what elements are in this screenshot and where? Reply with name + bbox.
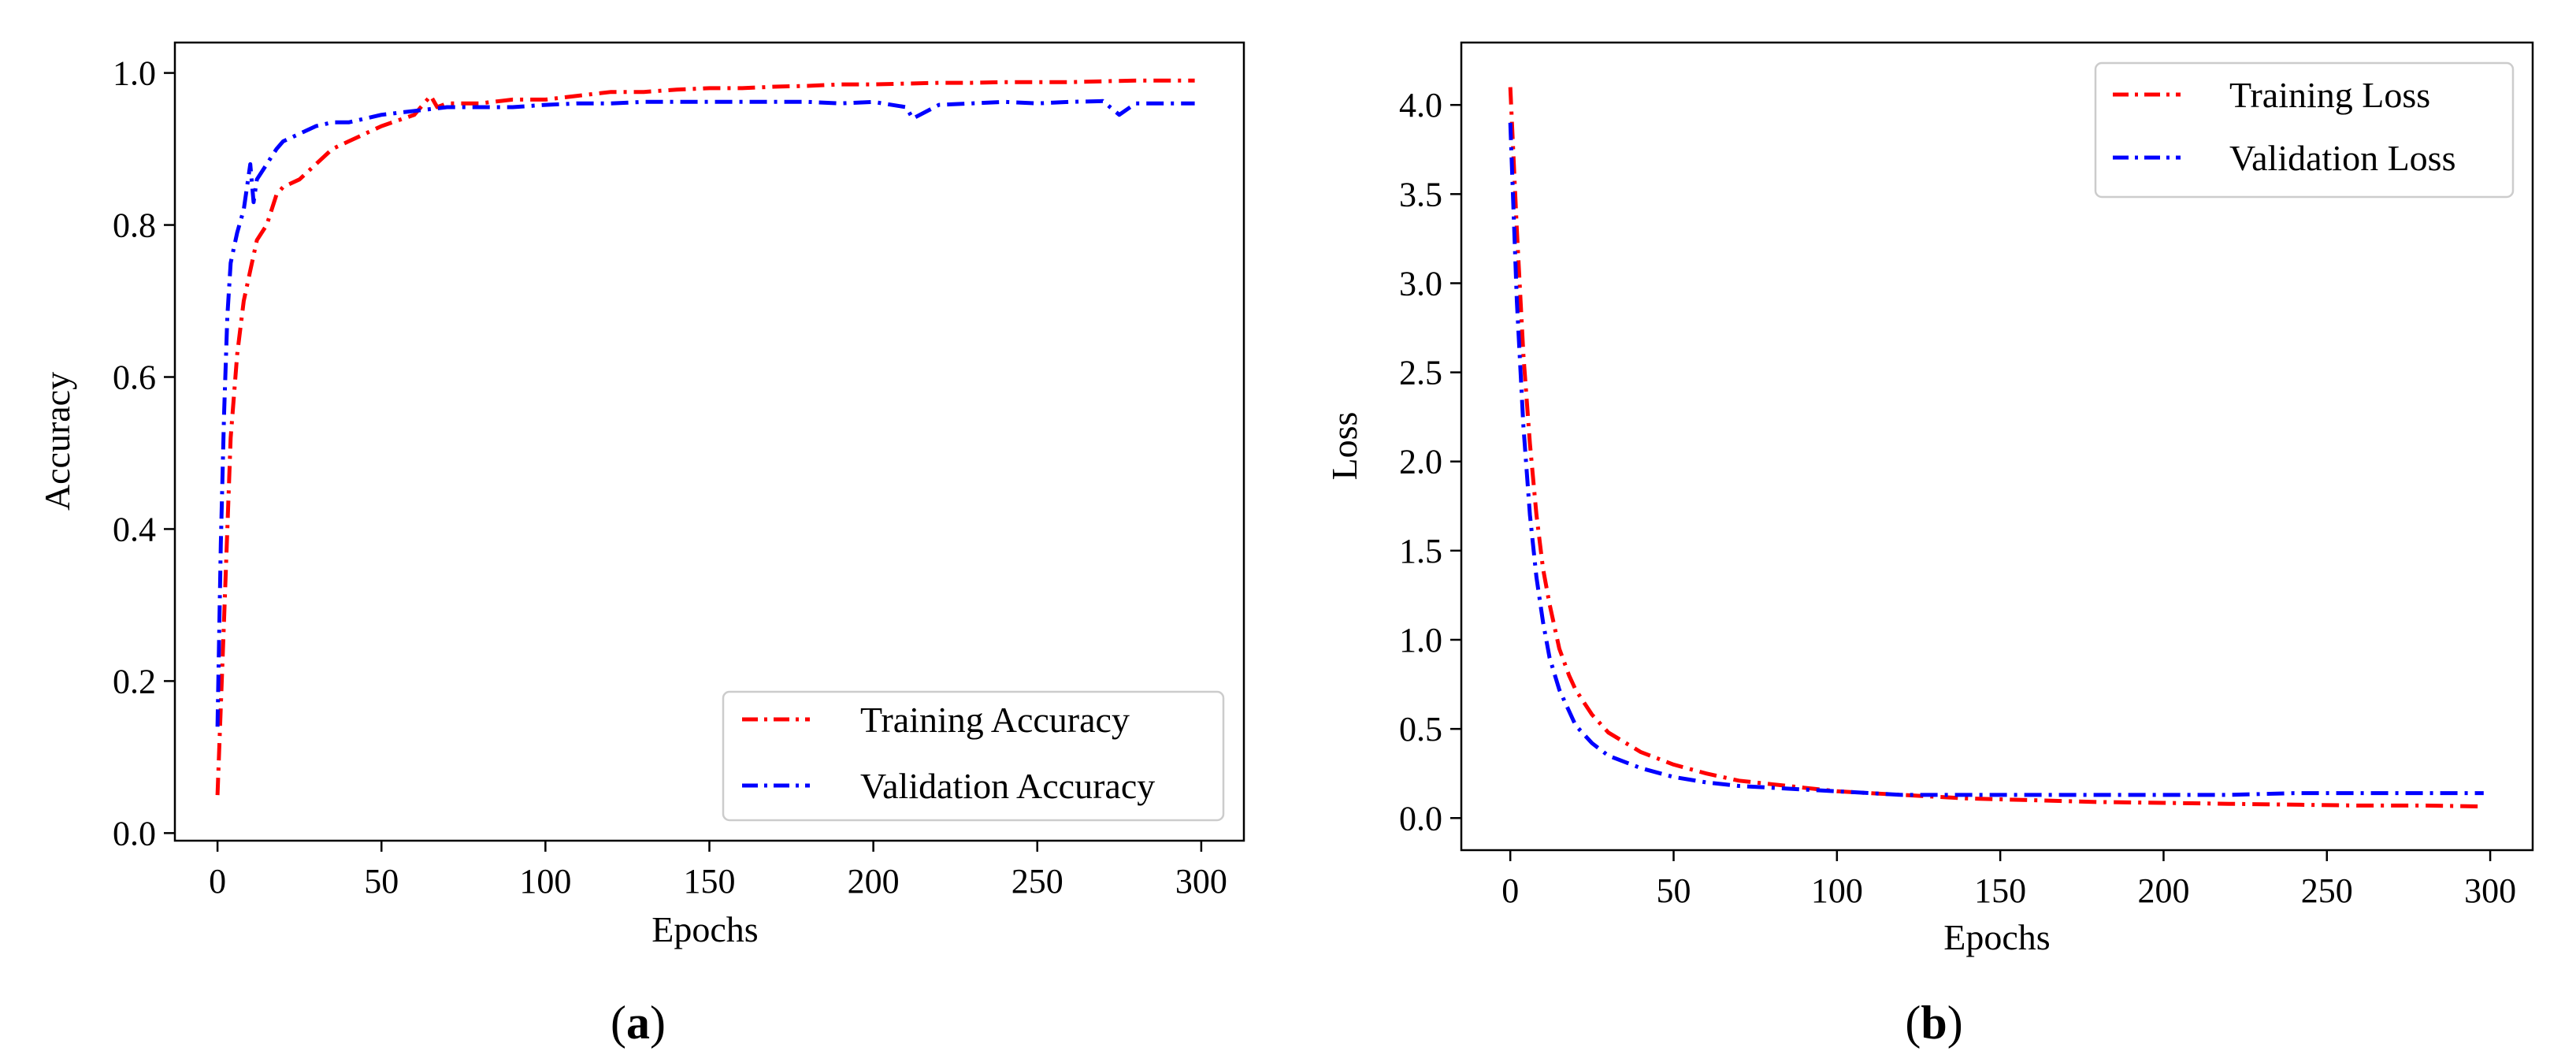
chart-b-ytick-label: 2.0: [1399, 443, 1442, 481]
chart-a-xtick-label: 250: [1011, 862, 1063, 901]
chart-b: 0 50 100 150 200 250 300 0.0 0.5 1.0 1.5…: [1324, 41, 2534, 1049]
chart-b-frame: [1460, 41, 2534, 852]
chart-b-series-training-loss-line: [1508, 87, 2484, 809]
chart-b-xticks: 0 50 100 150 200 250 300: [1501, 850, 2516, 910]
chart-a-xtick-label: 0: [209, 862, 226, 901]
chart-b-xtick-label: 0: [1501, 871, 1519, 910]
chart-a-legend-label-validation: Validation Accuracy: [860, 766, 1155, 806]
chart-b-ytick-label: 0.0: [1399, 799, 1442, 838]
chart-a-legend-box: [722, 690, 1225, 822]
chart-b-ytick-label: 3.0: [1399, 264, 1442, 303]
chart-b-xtick-label: 100: [1811, 871, 1863, 910]
chart-a-yticks: 0.0 0.2 0.4 0.6 0.8 1.0: [113, 54, 175, 853]
chart-b-xtick-label: 200: [2137, 871, 2189, 910]
chart-a-ytick-label: 0.6: [113, 358, 156, 396]
chart-b-xtick-label: 50: [1657, 871, 1691, 910]
chart-b-caption-close: ): [1947, 997, 1963, 1049]
chart-a-ytick-label: 0.8: [113, 206, 156, 245]
chart-a-ytick-label: 0.4: [113, 510, 156, 548]
chart-b-legend-box: [2094, 61, 2515, 199]
chart-b-legend: Training Loss Validation Loss: [2094, 61, 2515, 199]
chart-a-xtick-label: 300: [1175, 862, 1227, 901]
chart-b-xlabel: Epochs: [1943, 917, 2050, 957]
chart-b-ytick-label: 1.0: [1399, 621, 1442, 659]
chart-b-xtick-label: 250: [2301, 871, 2353, 910]
chart-b-legend-label-training: Training Loss: [2229, 75, 2430, 115]
chart-b-xtick-label: 300: [2464, 871, 2516, 910]
chart-b-ytick-label: 4.0: [1399, 86, 1442, 124]
chart-b-ylabel: Loss: [1324, 412, 1364, 481]
chart-b-caption-letter: b: [1921, 997, 1947, 1049]
chart-a-caption-letter: a: [626, 997, 650, 1049]
chart-a-caption: (a): [611, 997, 666, 1049]
chart-a-xtick-label: 150: [684, 862, 736, 901]
chart-a-ytick-label: 0.2: [113, 662, 156, 700]
chart-b-yticks: 0.0 0.5 1.0 1.5 2.0 2.5 3.0 3.5 4.0: [1399, 86, 1461, 838]
chart-b-legend-label-validation: Validation Loss: [2229, 138, 2455, 178]
chart-a-caption-close: ): [650, 997, 666, 1049]
chart-a-legend: Training Accuracy Validation Accuracy: [722, 690, 1225, 822]
chart-a-series-validation-accuracy-line: [215, 98, 1195, 727]
chart-b-caption: (b): [1905, 997, 1962, 1049]
chart-a-xtick-label: 200: [848, 862, 900, 901]
chart-b-series-validation-loss-line: [1508, 122, 2484, 797]
chart-a-series-training-accuracy-line: [215, 78, 1195, 796]
chart-b-ytick-label: 2.5: [1399, 354, 1442, 392]
chart-a-xtick-label: 100: [519, 862, 571, 901]
chart-a-ytick-label: 1.0: [113, 54, 156, 93]
chart-a-legend-label-training: Training Accuracy: [860, 700, 1130, 740]
chart-a-xticks: 0 50 100 150 200 250 300: [209, 841, 1227, 901]
chart-a-caption-open: (: [611, 997, 626, 1049]
chart-a: 0 50 100 150 200 250 300 0.0 0.2 0.4 0.6…: [37, 41, 1245, 1049]
chart-b-ytick-label: 1.5: [1399, 532, 1442, 570]
chart-a-xlabel: Epochs: [651, 909, 758, 949]
chart-a-xtick-label: 50: [364, 862, 399, 901]
chart-b-caption-open: (: [1905, 997, 1921, 1049]
chart-a-ytick-label: 0.0: [113, 814, 156, 853]
chart-b-xtick-label: 150: [1974, 871, 2026, 910]
chart-b-ytick-label: 0.5: [1399, 710, 1442, 749]
chart-a-ylabel: Accuracy: [37, 372, 77, 511]
chart-b-ytick-label: 3.5: [1399, 175, 1442, 214]
